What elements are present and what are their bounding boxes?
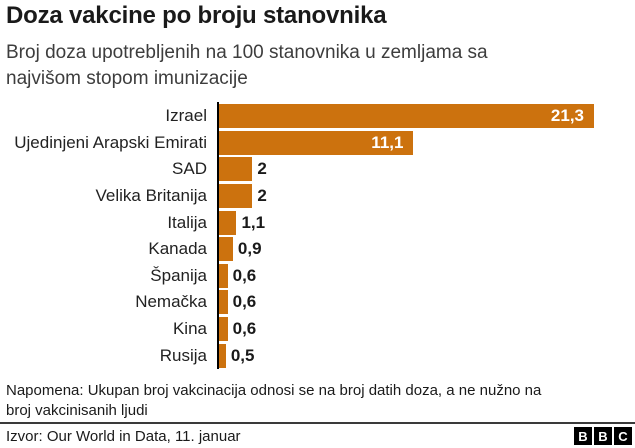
footnote-line-1: Napomena: Ukupan broj vakcinacija odnosi… — [6, 382, 542, 399]
footer-divider — [0, 422, 635, 424]
category-label: Rusija — [159, 345, 207, 365]
source-text: Izvor: Our World in Data, 11. januar — [6, 427, 241, 445]
value-label: 0,6 — [232, 265, 257, 285]
bar — [217, 343, 226, 368]
bar-row: Rusija 0,5 — [0, 342, 635, 369]
chart-title: Doza vakcine po broju stanovnika — [6, 2, 387, 29]
value-label: 11,1 — [371, 132, 404, 152]
bar-track: 2 — [217, 184, 635, 209]
bar-track: 0,6 — [217, 317, 635, 342]
bar: 11,1 — [217, 130, 414, 155]
bar-track: 11,1 — [217, 130, 635, 155]
value-label: 0,6 — [232, 319, 257, 339]
bar: 21,3 — [217, 104, 594, 129]
bar-row: Izrael 21,3 — [0, 103, 635, 130]
bar-row: Italija 1,1 — [0, 209, 635, 236]
bar-rows: Izrael 21,3 Ujedinjeni Arapski Emirati 11,1… — [0, 103, 635, 370]
bar — [217, 184, 253, 209]
bar-row: Velika Britanija 2 — [0, 183, 635, 210]
value-label: 2 — [257, 159, 267, 179]
bar-row: Kanada 0,9 — [0, 236, 635, 263]
value-label: 21,3 — [550, 106, 584, 126]
bbc-logo-block: C — [614, 427, 632, 445]
bar-track: 0,5 — [217, 343, 635, 368]
category-label: Kanada — [148, 239, 207, 259]
bar-row: Španija 0,6 — [0, 263, 635, 290]
chart-subtitle: Broj doza upotrebljenih na 100 stanovnik… — [6, 40, 488, 92]
bar-track: 0,9 — [217, 237, 635, 262]
bar — [217, 290, 228, 315]
bar-track: 21,3 — [217, 104, 635, 129]
chart-subtitle-line-2: najvišom stopom imunizacije — [6, 68, 248, 89]
category-label: Nemačka — [135, 292, 207, 312]
value-label: 1,1 — [241, 212, 266, 232]
bar — [217, 317, 228, 342]
chart-subtitle-line-1: Broj doza upotrebljenih na 100 stanovnik… — [6, 42, 488, 63]
category-label: Italija — [167, 212, 207, 232]
footnote-line-2: broj vakcinisanih ljudi — [6, 402, 148, 419]
bar-row: Nemačka 0,6 — [0, 289, 635, 316]
bbc-logo-block: B — [594, 427, 612, 445]
category-label: Ujedinjeni Arapski Emirati — [14, 132, 207, 152]
value-label: 0,9 — [237, 239, 262, 259]
bar — [217, 210, 237, 235]
category-label: Kina — [172, 319, 207, 339]
value-label: 0,5 — [230, 345, 255, 365]
bar-track: 0,6 — [217, 290, 635, 315]
value-label: 2 — [257, 186, 267, 206]
category-label: SAD — [172, 159, 207, 179]
bar-track: 0,6 — [217, 263, 635, 288]
bar-row: Ujedinjeni Arapski Emirati 11,1 — [0, 130, 635, 157]
bar — [217, 237, 233, 262]
bar-row: Kina 0,6 — [0, 316, 635, 343]
category-label: Izrael — [165, 106, 207, 126]
category-label: Velika Britanija — [95, 186, 207, 206]
bar — [217, 157, 253, 182]
bar — [217, 263, 228, 288]
category-label: Španija — [150, 265, 207, 285]
y-axis-line — [217, 102, 219, 369]
bar-chart: Izrael 21,3 Ujedinjeni Arapski Emirati 11,1… — [0, 102, 635, 370]
bbc-logo-block: B — [574, 427, 592, 445]
bar-track: 2 — [217, 157, 635, 182]
bar-track: 1,1 — [217, 210, 635, 235]
footnote: Napomena: Ukupan broj vakcinacija odnosi… — [6, 381, 541, 421]
bar-row: SAD 2 — [0, 156, 635, 183]
value-label: 0,6 — [232, 292, 257, 312]
